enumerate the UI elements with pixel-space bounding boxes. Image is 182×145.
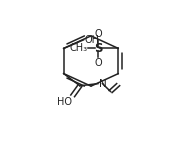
Text: CH₃: CH₃ <box>69 44 88 54</box>
Text: OH: OH <box>84 35 99 45</box>
Text: O: O <box>94 29 102 39</box>
Text: HO: HO <box>57 97 72 107</box>
Text: N: N <box>99 79 106 89</box>
Text: S: S <box>94 42 102 55</box>
Text: O: O <box>94 58 102 68</box>
